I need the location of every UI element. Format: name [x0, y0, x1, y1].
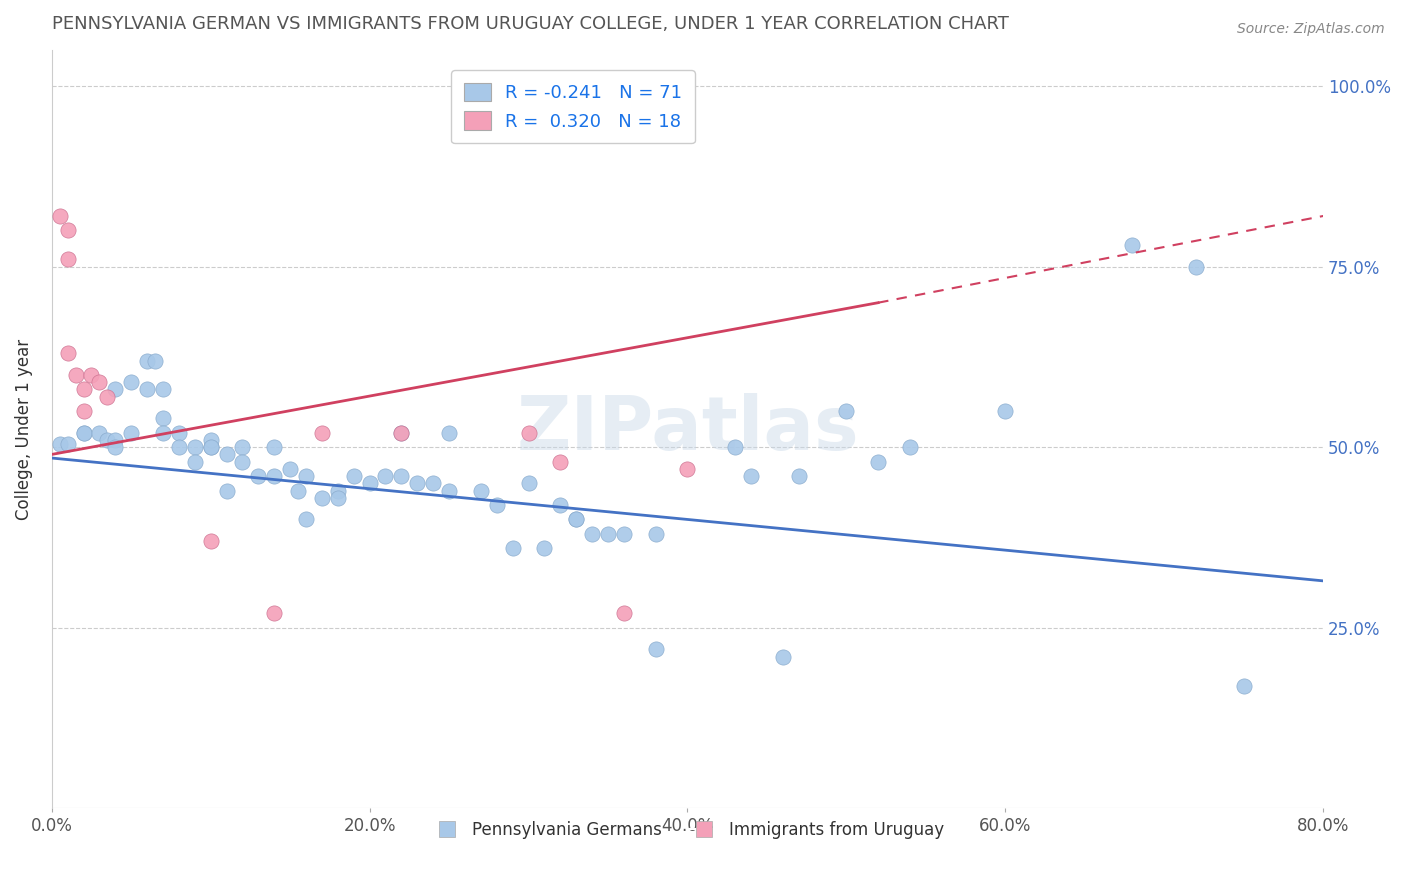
Point	[470, 483, 492, 498]
Point	[167, 440, 190, 454]
Point	[343, 469, 366, 483]
Point	[898, 440, 921, 454]
Point	[263, 440, 285, 454]
Point	[1121, 238, 1143, 252]
Point	[287, 483, 309, 498]
Point	[48, 436, 70, 450]
Point	[89, 375, 111, 389]
Point	[724, 440, 747, 454]
Point	[56, 223, 79, 237]
Point	[326, 483, 349, 498]
Point	[143, 353, 166, 368]
Point	[517, 425, 540, 440]
Point	[263, 469, 285, 483]
Text: ZIPatlas: ZIPatlas	[516, 392, 859, 466]
Point	[200, 440, 222, 454]
Point	[311, 425, 333, 440]
Point	[581, 527, 603, 541]
Point	[740, 469, 762, 483]
Point	[263, 607, 285, 621]
Point	[613, 527, 636, 541]
Point	[152, 383, 174, 397]
Point	[676, 462, 699, 476]
Point	[374, 469, 396, 483]
Point	[72, 383, 94, 397]
Point	[550, 455, 572, 469]
Point	[295, 512, 318, 526]
Point	[437, 483, 460, 498]
Point	[136, 353, 159, 368]
Point	[278, 462, 301, 476]
Point	[152, 425, 174, 440]
Point	[200, 440, 222, 454]
Point	[56, 346, 79, 360]
Point	[565, 512, 588, 526]
Point	[644, 642, 666, 657]
Point	[120, 425, 142, 440]
Point	[96, 390, 118, 404]
Y-axis label: College, Under 1 year: College, Under 1 year	[15, 339, 32, 520]
Point	[565, 512, 588, 526]
Point	[437, 425, 460, 440]
Point	[613, 607, 636, 621]
Point	[200, 433, 222, 447]
Point	[1233, 679, 1256, 693]
Point	[96, 433, 118, 447]
Point	[215, 483, 238, 498]
Point	[48, 209, 70, 223]
Point	[533, 541, 555, 556]
Point	[231, 440, 253, 454]
Point	[247, 469, 270, 483]
Point	[184, 440, 207, 454]
Point	[120, 375, 142, 389]
Point	[359, 476, 381, 491]
Point	[502, 541, 524, 556]
Point	[56, 436, 79, 450]
Point	[215, 447, 238, 461]
Point	[56, 252, 79, 267]
Point	[389, 425, 412, 440]
Point	[89, 425, 111, 440]
Point	[104, 440, 127, 454]
Point	[868, 455, 890, 469]
Point	[72, 425, 94, 440]
Point	[200, 534, 222, 549]
Point	[550, 498, 572, 512]
Point	[835, 404, 858, 418]
Point	[389, 469, 412, 483]
Point	[485, 498, 508, 512]
Point	[326, 491, 349, 505]
Point	[994, 404, 1017, 418]
Point	[167, 425, 190, 440]
Point	[389, 425, 412, 440]
Point	[311, 491, 333, 505]
Point	[517, 476, 540, 491]
Point	[422, 476, 444, 491]
Point	[772, 649, 794, 664]
Point	[644, 527, 666, 541]
Point	[65, 368, 87, 382]
Point	[152, 411, 174, 425]
Text: PENNSYLVANIA GERMAN VS IMMIGRANTS FROM URUGUAY COLLEGE, UNDER 1 YEAR CORRELATION: PENNSYLVANIA GERMAN VS IMMIGRANTS FROM U…	[52, 15, 1008, 33]
Point	[231, 455, 253, 469]
Point	[136, 383, 159, 397]
Point	[72, 425, 94, 440]
Point	[787, 469, 810, 483]
Point	[104, 383, 127, 397]
Legend: Pennsylvania Germans, Immigrants from Uruguay: Pennsylvania Germans, Immigrants from Ur…	[425, 814, 950, 846]
Point	[406, 476, 429, 491]
Point	[104, 433, 127, 447]
Point	[184, 455, 207, 469]
Point	[72, 404, 94, 418]
Point	[596, 527, 619, 541]
Point	[80, 368, 103, 382]
Point	[295, 469, 318, 483]
Point	[1185, 260, 1208, 274]
Text: Source: ZipAtlas.com: Source: ZipAtlas.com	[1237, 22, 1385, 37]
